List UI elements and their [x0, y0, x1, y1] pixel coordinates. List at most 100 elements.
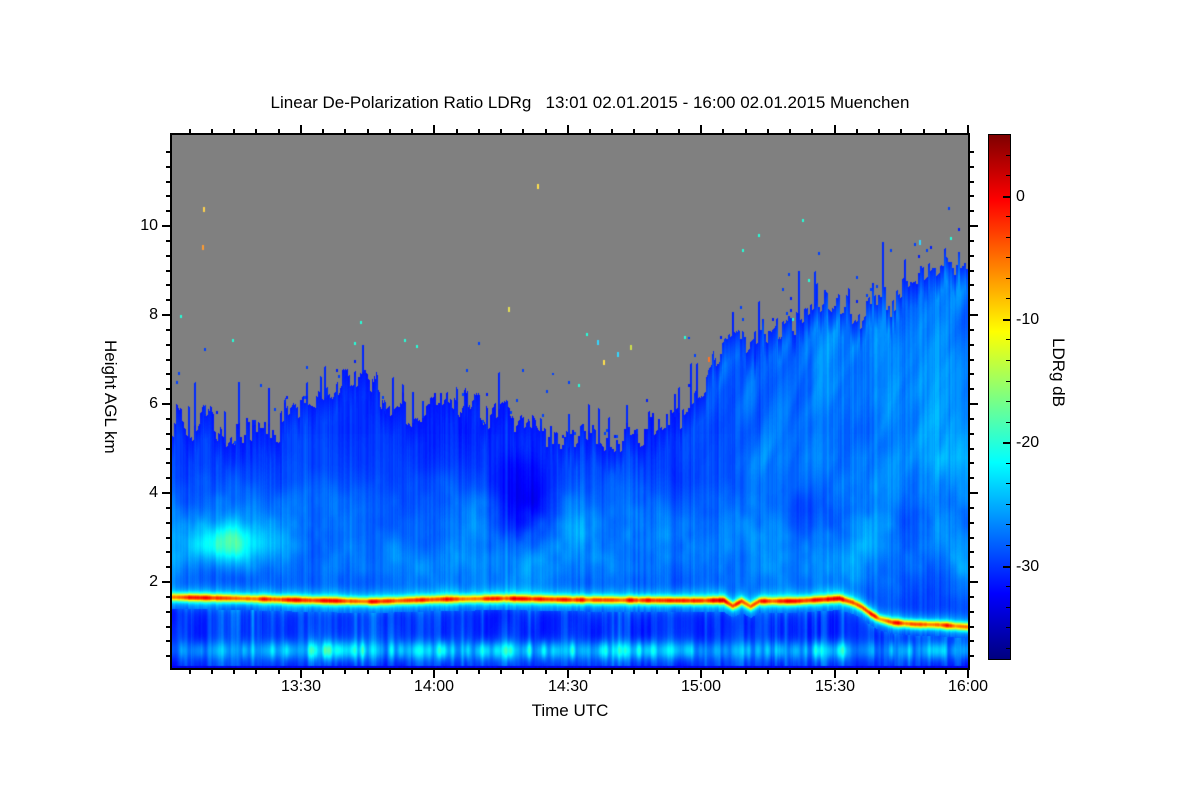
y-minor-tick — [166, 477, 170, 479]
y-major-tick — [162, 314, 170, 316]
colorbar-minor-tick — [1006, 155, 1010, 156]
x-minor-tick — [900, 129, 902, 133]
colorbar-minor-tick — [1006, 339, 1010, 340]
y-major-tick — [970, 492, 978, 494]
colorbar-major-tick — [1003, 319, 1010, 321]
y-minor-tick — [166, 462, 170, 464]
colorbar — [988, 134, 1011, 660]
colorbar-minor-tick — [1006, 545, 1010, 546]
y-minor-tick — [970, 611, 974, 613]
x-minor-tick — [811, 670, 813, 674]
colorbar-minor-tick — [1006, 586, 1010, 587]
y-minor-tick — [970, 284, 974, 286]
x-major-tick — [567, 125, 569, 133]
x-minor-tick — [900, 670, 902, 674]
x-minor-tick — [456, 129, 458, 133]
x-minor-tick — [522, 129, 524, 133]
y-minor-tick — [970, 418, 974, 420]
y-minor-tick — [970, 507, 974, 509]
colorbar-minor-tick — [1006, 607, 1010, 608]
colorbar-minor-tick — [1006, 648, 1010, 649]
y-minor-tick — [970, 344, 974, 346]
colorbar-major-tick — [1003, 566, 1010, 568]
x-minor-tick — [722, 129, 724, 133]
y-minor-tick — [970, 522, 974, 524]
y-tick-label: 8 — [149, 306, 158, 323]
y-minor-tick — [166, 611, 170, 613]
y-minor-tick — [166, 418, 170, 420]
y-minor-tick — [166, 255, 170, 257]
y-minor-tick — [970, 551, 974, 553]
x-tick-label: 15:00 — [680, 678, 722, 695]
y-minor-tick — [970, 240, 974, 242]
y-major-tick — [970, 403, 978, 405]
y-major-tick — [970, 581, 978, 583]
colorbar-label: LDRg dB — [1049, 338, 1068, 407]
y-minor-tick — [166, 151, 170, 153]
x-minor-tick — [411, 670, 413, 674]
y-minor-tick — [970, 462, 974, 464]
y-minor-tick — [970, 166, 974, 168]
y-minor-tick — [970, 359, 974, 361]
x-minor-tick — [611, 129, 613, 133]
colorbar-minor-tick — [1006, 483, 1010, 484]
y-major-tick — [162, 581, 170, 583]
y-minor-tick — [166, 626, 170, 628]
y-minor-tick — [970, 299, 974, 301]
x-major-tick — [834, 125, 836, 133]
y-minor-tick — [166, 344, 170, 346]
x-minor-tick — [500, 670, 502, 674]
y-minor-tick — [166, 270, 170, 272]
x-minor-tick — [500, 129, 502, 133]
x-minor-tick — [745, 670, 747, 674]
y-minor-tick — [166, 299, 170, 301]
colorbar-minor-tick — [1006, 627, 1010, 628]
y-minor-tick — [970, 566, 974, 568]
y-major-tick — [970, 225, 978, 227]
x-minor-tick — [211, 670, 213, 674]
y-minor-tick — [970, 373, 974, 375]
colorbar-minor-tick — [1006, 381, 1010, 382]
y-major-tick — [162, 403, 170, 405]
colorbar-minor-tick — [1006, 360, 1010, 361]
x-major-tick — [967, 125, 969, 133]
y-minor-tick — [166, 240, 170, 242]
colorbar-tick-label: -20 — [1016, 434, 1040, 451]
x-minor-tick — [344, 129, 346, 133]
x-minor-tick — [923, 670, 925, 674]
y-minor-tick — [166, 640, 170, 642]
x-minor-tick — [278, 129, 280, 133]
y-minor-tick — [970, 270, 974, 272]
y-minor-tick — [970, 433, 974, 435]
y-minor-tick — [166, 284, 170, 286]
y-minor-tick — [166, 388, 170, 390]
x-minor-tick — [789, 670, 791, 674]
y-minor-tick — [970, 596, 974, 598]
y-major-tick — [970, 314, 978, 316]
x-minor-tick — [611, 670, 613, 674]
x-major-tick — [834, 670, 836, 678]
x-tick-label: 14:30 — [547, 678, 589, 695]
x-minor-tick — [367, 670, 369, 674]
y-minor-tick — [970, 329, 974, 331]
x-minor-tick — [923, 129, 925, 133]
colorbar-tick-label: 0 — [1016, 188, 1025, 205]
x-minor-tick — [678, 129, 680, 133]
x-minor-tick — [322, 670, 324, 674]
x-minor-tick — [789, 129, 791, 133]
y-minor-tick — [970, 195, 974, 197]
colorbar-major-tick — [1003, 442, 1010, 444]
x-minor-tick — [211, 129, 213, 133]
colorbar-minor-tick — [1006, 257, 1010, 258]
x-major-tick — [700, 125, 702, 133]
colorbar-tick-label: -30 — [1016, 558, 1040, 575]
x-minor-tick — [478, 129, 480, 133]
x-major-tick — [433, 670, 435, 678]
x-minor-tick — [856, 670, 858, 674]
x-minor-tick — [389, 129, 391, 133]
x-minor-tick — [633, 670, 635, 674]
x-minor-tick — [945, 129, 947, 133]
colorbar-minor-tick — [1006, 298, 1010, 299]
x-minor-tick — [545, 129, 547, 133]
